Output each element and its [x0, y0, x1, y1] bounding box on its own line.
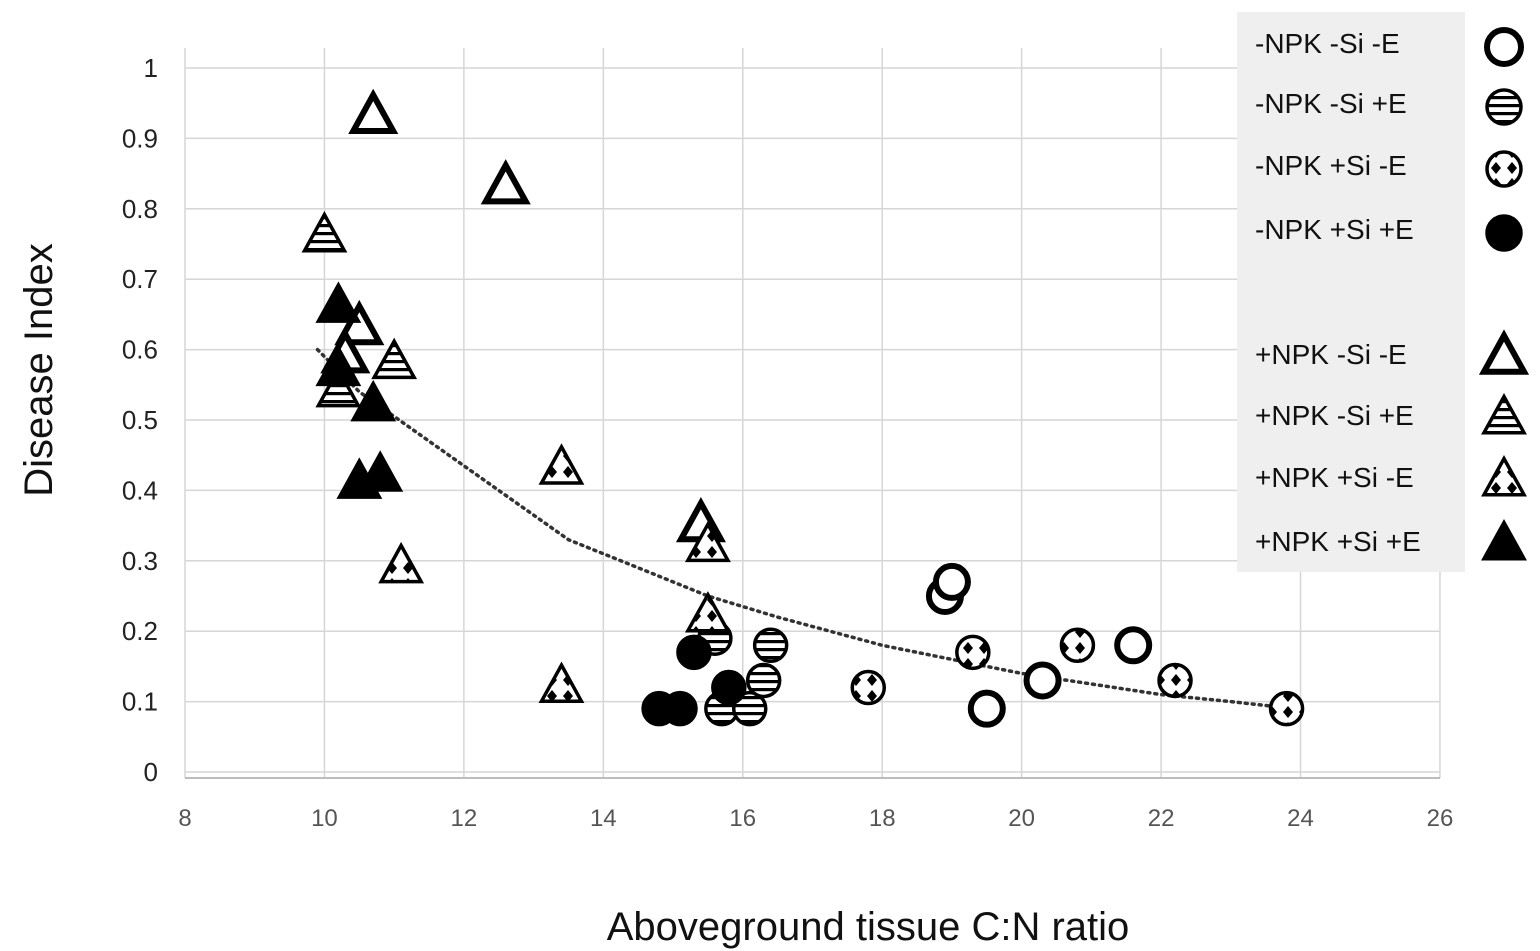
legend-box	[1237, 12, 1465, 572]
data-point	[334, 299, 385, 346]
x-tick-label: 20	[1008, 805, 1035, 832]
data-point	[684, 591, 731, 633]
y-tick-label: 0.5	[122, 405, 158, 435]
legend-label: +NPK +Si -E	[1255, 462, 1414, 493]
legend-marker	[1485, 88, 1523, 126]
data-point	[967, 689, 1006, 728]
legend-marker	[1484, 27, 1524, 67]
data-point	[538, 661, 585, 703]
data-point	[1114, 626, 1153, 665]
y-tick-label: 0.9	[122, 123, 158, 153]
data-point	[684, 520, 731, 563]
x-tick-label: 8	[178, 805, 191, 832]
data-point	[1023, 661, 1062, 700]
data-point	[1157, 662, 1193, 699]
y-axis-title: Disease Index	[17, 243, 61, 496]
legend-marker	[1485, 150, 1523, 188]
legend-label: -NPK -Si -E	[1255, 28, 1400, 59]
legend-marker	[1485, 214, 1523, 252]
y-tick-label: 1	[144, 53, 158, 83]
data-point	[350, 379, 397, 422]
x-axis-title: Aboveground tissue C:N ratio	[607, 905, 1130, 949]
data-point	[932, 562, 971, 601]
legend-label: +NPK -Si -E	[1255, 339, 1407, 370]
x-tick-label: 16	[729, 805, 756, 832]
legend: -NPK -Si -E -NPK -Si +E -NPK +Si -E -NPK +S…	[1255, 27, 1530, 561]
data-point	[348, 88, 399, 134]
data-point	[315, 344, 362, 387]
x-tick-label: 12	[451, 805, 478, 832]
legend-label: -NPK +Si +E	[1255, 214, 1414, 245]
legend-label: +NPK -Si +E	[1255, 400, 1414, 431]
data-point	[301, 210, 348, 253]
y-axis-ticks: 0 0.1 0.2 0.3 0.4 0.5 0.6 0.7 0.8 0.9 1	[122, 53, 158, 787]
y-tick-label: 0.2	[122, 616, 158, 646]
legend-marker	[1481, 518, 1527, 561]
data-points	[301, 88, 1305, 728]
y-tick-label: 0.4	[122, 475, 158, 505]
data-point	[955, 634, 991, 671]
x-tick-label: 10	[311, 805, 338, 832]
data-point	[676, 634, 712, 671]
legend-marker	[1478, 329, 1530, 375]
x-tick-label: 22	[1148, 805, 1175, 832]
y-tick-label: 0.8	[122, 194, 158, 224]
data-point	[752, 627, 789, 664]
data-point	[1268, 690, 1305, 727]
data-point	[371, 337, 418, 380]
data-point	[745, 662, 782, 699]
legend-label: -NPK +Si -E	[1255, 150, 1407, 181]
trendline	[315, 347, 1296, 711]
y-tick-label: 0.3	[122, 546, 158, 576]
x-tick-label: 18	[869, 805, 896, 832]
x-axis-ticks: 8 10 12 14 16 18 20 22 24 26	[178, 805, 1453, 832]
data-point	[662, 690, 698, 727]
legend-label: +NPK +Si +E	[1255, 526, 1421, 557]
x-tick-label: 14	[590, 805, 617, 832]
legend-label: -NPK -Si +E	[1255, 88, 1407, 119]
y-tick-label: 0.1	[122, 687, 158, 717]
x-tick-label: 26	[1427, 805, 1454, 832]
y-tick-label: 0.7	[122, 264, 158, 294]
data-point	[315, 365, 362, 408]
data-point	[538, 443, 585, 485]
data-point	[357, 450, 404, 492]
y-tick-label: 0.6	[122, 335, 158, 365]
data-point	[378, 541, 425, 584]
x-tick-label: 24	[1287, 805, 1314, 832]
plot-area	[185, 48, 1440, 778]
legend-marker	[1481, 454, 1527, 497]
legend-marker	[1481, 392, 1527, 435]
y-tick-label: 0	[144, 757, 158, 787]
data-point	[1059, 627, 1096, 664]
data-point	[850, 669, 887, 706]
data-point	[315, 281, 362, 323]
data-point	[480, 159, 531, 205]
trendline-path	[315, 347, 1296, 711]
data-point	[731, 690, 768, 727]
data-point	[711, 669, 747, 706]
